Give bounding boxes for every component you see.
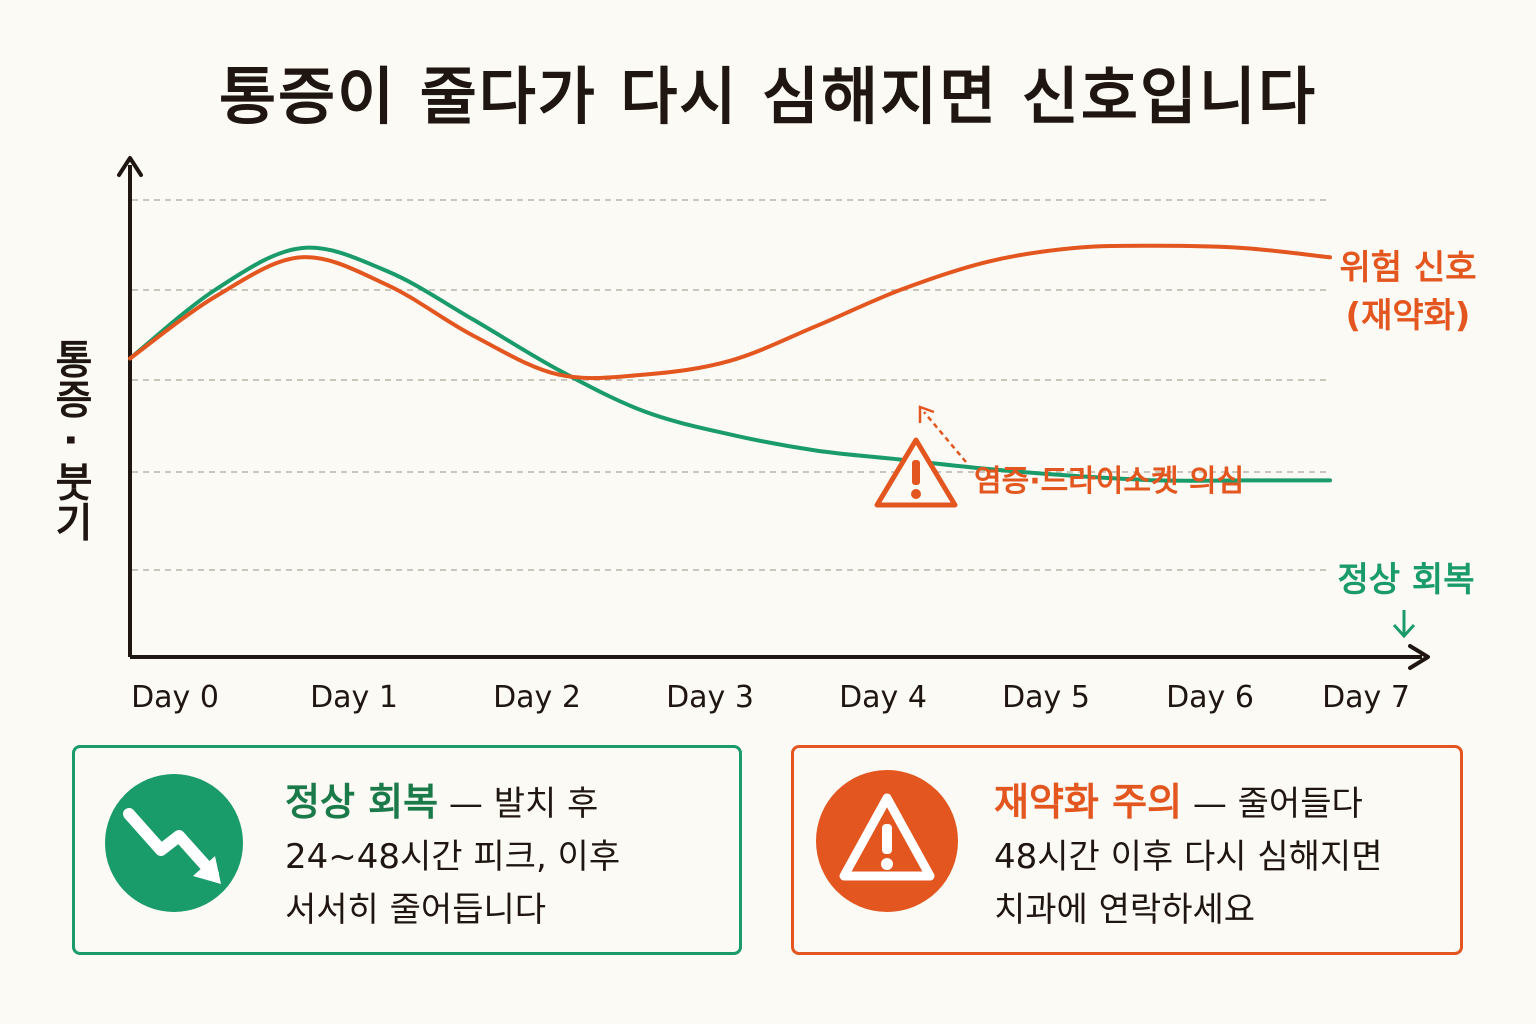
inflammation-pointer-arrowhead: [918, 405, 935, 423]
warning-triangle-icon: [874, 437, 958, 508]
x-tick-label: Day 7: [1322, 680, 1410, 715]
trend-down-arrow-icon: [105, 774, 243, 912]
normal-recovery-heading: 정상 회복: [285, 780, 439, 824]
inflammation-pointer-arrow: [923, 411, 967, 463]
inflammation-note: 염증·드라이소켓 의심: [974, 464, 1244, 499]
danger-series-label: 위험 신호: [1340, 248, 1477, 288]
y-axis-arrowhead: [117, 156, 143, 177]
relapse-warning-line: [128, 243, 1332, 381]
warning-triangle-icon: [816, 770, 958, 912]
x-tick-label: Day 5: [1002, 680, 1090, 715]
gridlines: [132, 199, 1330, 571]
x-tick-labels: Day 0 Day 1 Day 2 Day 3 Day 4 Day 5 Day 6 Day 7: [131, 680, 1410, 715]
x-tick-label: Day 3: [666, 680, 754, 715]
normal-recovery-line: [128, 245, 1332, 483]
danger-series-sublabel: (재약화): [1346, 296, 1471, 336]
y-axis-label: 통증 · 붓기: [47, 338, 93, 541]
down-arrow-icon: [1392, 610, 1416, 639]
normal-recovery-body: — 발치 후 24~48시간 피크, 이후 서서히 줄어듭니다: [285, 784, 621, 930]
x-tick-label: Day 1: [310, 680, 398, 715]
series-layer: [128, 243, 1332, 483]
normal-series-label: 정상 회복: [1338, 560, 1475, 600]
chart-title: 통증이 줄다가 다시 심해지면 신호입니다: [218, 60, 1318, 133]
relapse-warning-card: 재약화 주의 — 줄어들다 48시간 이후 다시 심해지면 치과에 연락하세요: [791, 745, 1463, 955]
x-tick-label: Day 2: [493, 680, 581, 715]
relapse-warning-body: — 줄어들다 48시간 이후 다시 심해지면 치과에 연락하세요: [994, 784, 1383, 930]
x-tick-label: Day 6: [1166, 680, 1254, 715]
normal-recovery-text: 정상 회복 — 발치 후 24~48시간 피크, 이후 서서히 줄어듭니다: [285, 776, 727, 937]
x-tick-label: Day 0: [131, 680, 219, 715]
relapse-warning-heading: 재약화 주의: [994, 780, 1183, 824]
line-chart: 통증 · 붓기 Day 0 Day 1 Day 2 Day 3 Day 4 Day 5 Da…: [47, 156, 1477, 715]
x-axis-arrowhead: [1408, 644, 1430, 670]
relapse-warning-text: 재약화 주의 — 줄어들다 48시간 이후 다시 심해지면 치과에 연락하세요: [994, 776, 1448, 937]
x-tick-label: Day 4: [839, 680, 927, 715]
normal-recovery-card: 정상 회복 — 발치 후 24~48시간 피크, 이후 서서히 줄어듭니다: [72, 745, 742, 955]
